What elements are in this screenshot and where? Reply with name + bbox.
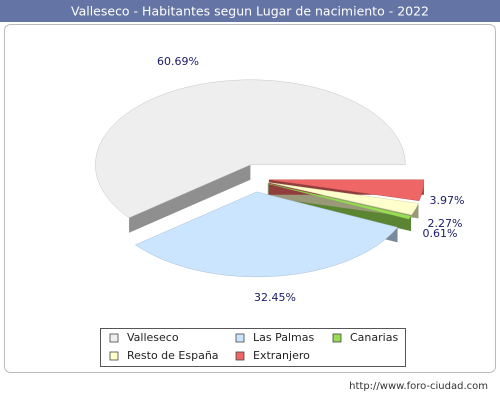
slice [268, 179, 425, 202]
value-label: 3.97% [430, 194, 465, 207]
legend-swatch [109, 351, 119, 361]
legend-items: Valleseco Las Palmas Canarias Resto de Espa… [109, 331, 398, 362]
legend-label: Canarias [350, 331, 398, 344]
value-label: 0.61% [423, 227, 458, 240]
legend-label: Las Palmas [253, 331, 314, 344]
legend [100, 328, 406, 367]
legend-label: Valleseco [127, 331, 179, 344]
value-label: 32.45% [254, 291, 296, 304]
value-labels: 60.69% 32.45% 0.61%2.27% 3.97% [157, 55, 464, 304]
value-label: 60.69% [157, 55, 199, 68]
legend-label: Resto de España [127, 349, 219, 362]
value-label: 2.27% [428, 217, 463, 230]
legend-label: Extranjero [253, 349, 310, 362]
chart-title: Valleseco - Habitantes segun Lugar de na… [71, 4, 429, 19]
legend-swatch [332, 333, 342, 343]
title-bar [0, 0, 500, 22]
slice [134, 191, 398, 278]
source: http://www.foro-ciudad.com [349, 381, 488, 392]
slice [268, 182, 419, 216]
slice [95, 79, 406, 218]
legend-swatch [235, 351, 245, 361]
pie [95, 79, 425, 292]
legend-swatch [235, 333, 245, 343]
slice [267, 183, 412, 220]
legend-swatch [109, 333, 119, 343]
